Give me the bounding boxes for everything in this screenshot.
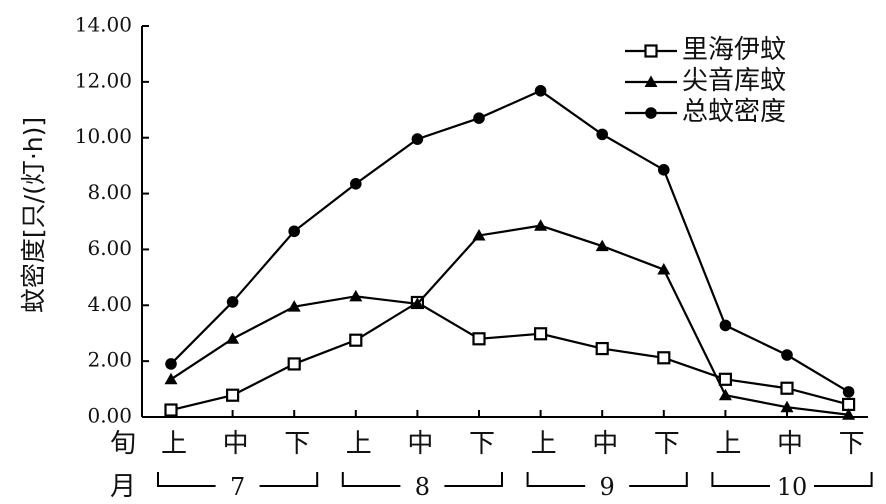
- point-marker: [226, 388, 240, 402]
- y-tick-label: 2.00: [87, 348, 132, 372]
- y-tick-label: 10.00: [75, 124, 132, 148]
- x-category-label: 下: [284, 429, 310, 459]
- point-marker: [645, 107, 657, 119]
- month-label: 9: [600, 473, 615, 501]
- point-marker: [842, 408, 856, 420]
- legend-label: 尖音库蚊: [682, 66, 786, 96]
- point-marker: [164, 372, 178, 385]
- legend-label: 总蚊密度: [682, 97, 786, 127]
- month-label: 10: [777, 473, 808, 501]
- y-axis-ticks: 0.00 2.00 4.00 6.00 8.00 10.00 12.00 14.00: [75, 13, 149, 428]
- point-marker: [165, 358, 177, 370]
- point-marker: [350, 177, 362, 190]
- x-category-label: 中: [592, 429, 618, 459]
- series-1: [164, 295, 856, 417]
- point-marker: [781, 349, 793, 361]
- x-category-label: 下: [839, 429, 865, 459]
- legend-item: 总蚊密度: [625, 97, 786, 127]
- point-marker: [411, 133, 424, 145]
- point-marker: [780, 400, 794, 413]
- month-bracket: [711, 472, 873, 487]
- point-marker: [287, 300, 301, 312]
- point-marker: [288, 225, 301, 238]
- point-marker: [595, 341, 609, 356]
- x-axis-categories: 上中下上中下上中下上中下: [161, 410, 865, 459]
- series-3: [165, 84, 855, 398]
- point-marker: [658, 164, 670, 176]
- axes: [141, 26, 868, 418]
- y-tick-label: 14.00: [75, 13, 132, 37]
- point-marker: [472, 332, 486, 346]
- point-marker: [287, 357, 301, 371]
- month-bracket: [526, 472, 688, 487]
- legend-label: 里海伊蚊: [682, 35, 786, 65]
- point-marker: [473, 112, 485, 124]
- x-category-label: 上: [161, 429, 187, 459]
- x-category-label: 上: [715, 429, 741, 459]
- point-marker: [410, 297, 424, 309]
- point-marker: [596, 128, 608, 141]
- point-marker: [164, 403, 178, 417]
- point-marker: [349, 289, 363, 302]
- point-marker: [719, 319, 732, 332]
- month-bracket: [157, 472, 319, 487]
- y-axis-label: 蚊密度[只/(灯·h)]: [19, 117, 48, 313]
- series-line: [170, 301, 849, 412]
- x-category-label: 上: [531, 429, 557, 459]
- point-marker: [349, 333, 363, 347]
- point-marker: [533, 327, 548, 341]
- point-marker: [657, 263, 671, 275]
- month-brackets: 7 8 9 10: [157, 472, 873, 501]
- series-group: [164, 84, 856, 420]
- y-tick-label: 6.00: [87, 236, 132, 260]
- x-category-label: 中: [777, 429, 803, 459]
- y-tick-label: 4.00: [87, 292, 132, 316]
- point-marker: [472, 228, 486, 241]
- series-2: [164, 219, 856, 420]
- y-tick-label: 8.00: [87, 180, 132, 204]
- legend-item: 尖音库蚊: [625, 66, 786, 96]
- point-marker: [644, 44, 658, 58]
- x-category-label: 上: [346, 429, 372, 459]
- x-category-label: 中: [223, 429, 249, 459]
- point-marker: [644, 75, 658, 87]
- month-bracket: [341, 472, 503, 487]
- point-marker: [780, 381, 794, 395]
- point-marker: [534, 84, 547, 97]
- series-line: [170, 224, 849, 416]
- point-marker: [226, 332, 240, 344]
- legend-item: 里海伊蚊: [625, 35, 786, 65]
- point-marker: [595, 239, 609, 252]
- month-row-label: 月: [110, 472, 136, 502]
- month-label: 7: [230, 473, 245, 501]
- month-label: 8: [415, 473, 430, 501]
- x-category-label: 下: [654, 429, 680, 459]
- x-category-label: 下: [469, 429, 495, 459]
- y-tick-label: 12.00: [75, 68, 132, 92]
- point-marker: [718, 372, 733, 386]
- point-marker: [718, 388, 732, 401]
- point-marker: [842, 386, 855, 398]
- point-marker: [657, 351, 671, 365]
- series-line: [170, 89, 850, 393]
- period-row-label: 旬: [110, 429, 136, 459]
- y-tick-label: 0.00: [87, 404, 132, 428]
- point-marker: [226, 296, 239, 308]
- x-category-label: 中: [407, 429, 433, 459]
- point-marker: [534, 219, 548, 231]
